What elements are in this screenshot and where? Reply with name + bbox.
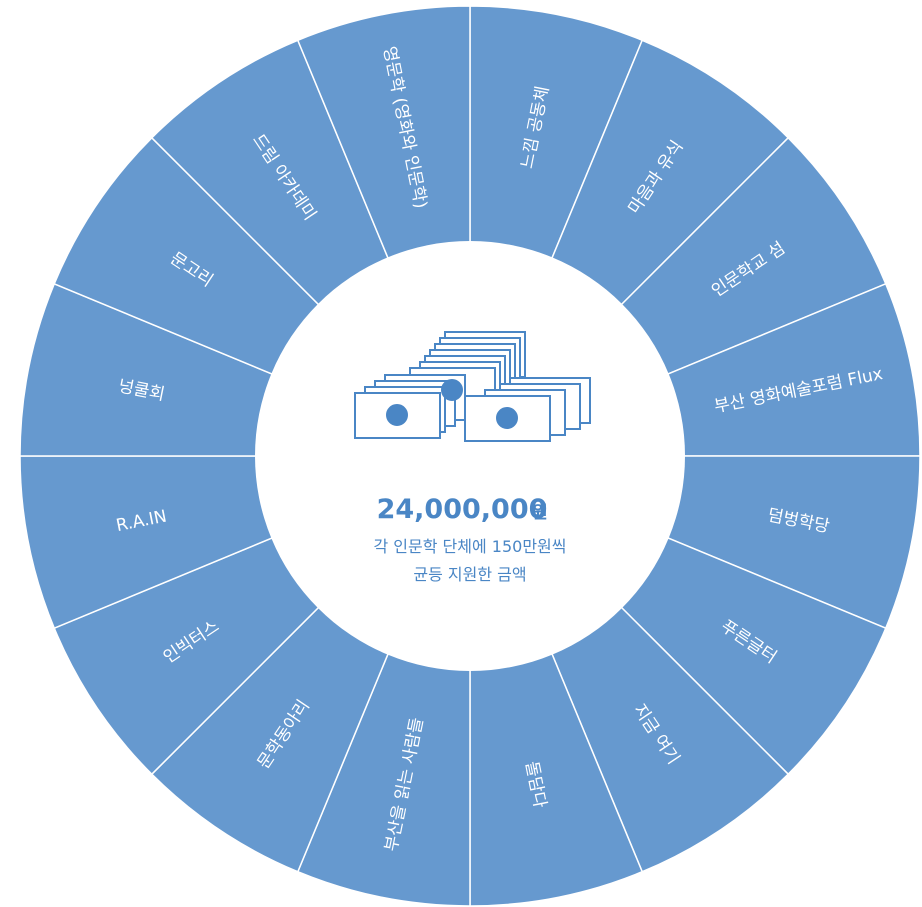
amount-unit: 원 [532,503,548,523]
center-line: 각 인문학 단체에 150만원씩 [374,537,567,556]
center-circle [255,241,685,671]
money-icon [354,331,591,442]
amount: 24,000,000 [377,494,548,525]
center-line: 균등 지원한 금액 [413,565,526,584]
